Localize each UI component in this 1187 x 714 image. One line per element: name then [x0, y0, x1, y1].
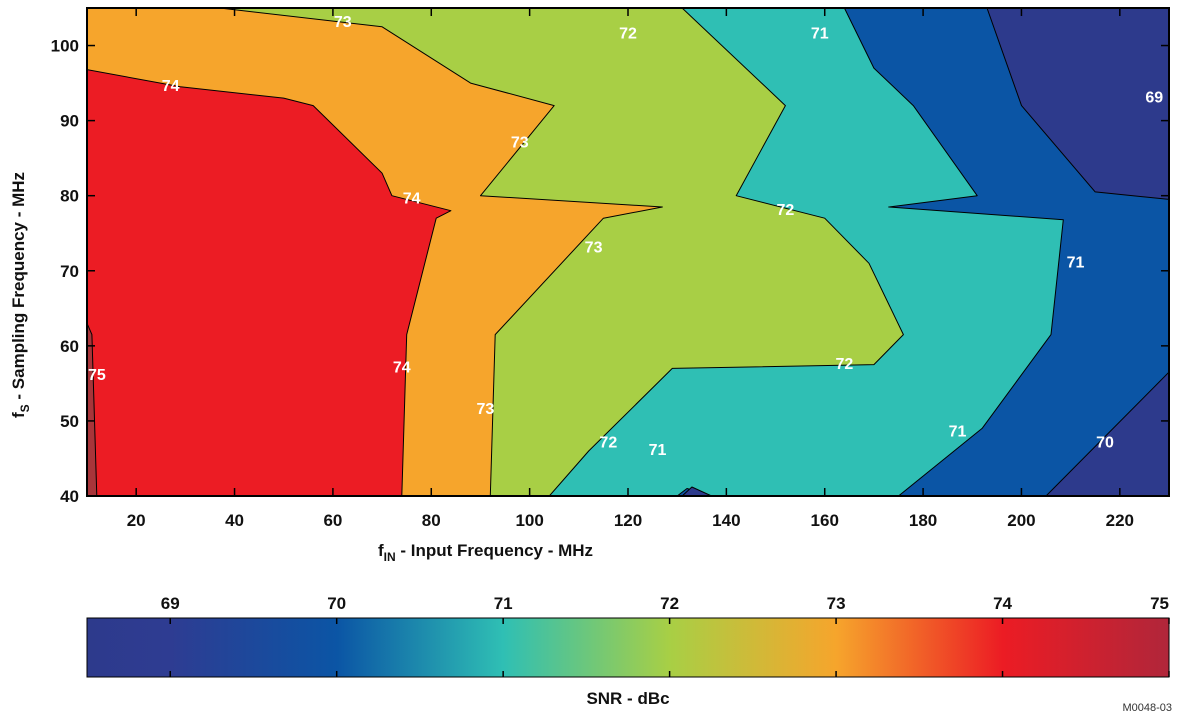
x-tick-label: 220: [1106, 511, 1134, 530]
x-tick-label: 120: [614, 511, 642, 530]
contour-label: 72: [619, 25, 637, 42]
contour-label: 73: [334, 14, 352, 31]
colorbar-tick-label: 72: [660, 594, 679, 613]
contour-label: 74: [403, 191, 421, 208]
x-axis-ticks: 20 40 60 80 100 120 140 160 180 200 220: [127, 8, 1134, 530]
contour-label: 71: [649, 442, 667, 459]
colorbar-tick-label: 69: [161, 594, 180, 613]
contour-label: 73: [476, 401, 494, 418]
contour-label: 74: [393, 360, 411, 377]
contour-labels: 73 74 72 71 69 73 74 72 73 71 75 74 72 73 71 70 72 71: [88, 14, 1163, 459]
x-tick-label: 80: [422, 511, 441, 530]
contour-label: 72: [836, 356, 854, 373]
contour-label: 71: [1067, 254, 1085, 271]
colorbar-tick-label: 73: [827, 594, 846, 613]
contour-label: 72: [599, 435, 617, 452]
contour-label: 73: [511, 134, 529, 151]
y-tick-label: 100: [51, 37, 79, 56]
y-tick-label: 90: [60, 112, 79, 131]
colorbar-tick-label: 75: [1150, 594, 1169, 613]
colorbar-ticks: 69 70 71 72 73 74 75: [161, 594, 1170, 677]
colorbar-tick-label: 70: [327, 594, 346, 613]
y-axis-title: fS - Sampling Frequency - MHz: [9, 172, 32, 418]
colorbar-label: SNR - dBc: [586, 689, 669, 708]
colorbar-tick-label: 74: [993, 594, 1012, 613]
x-tick-label: 100: [515, 511, 543, 530]
contour-label: 70: [1096, 435, 1114, 452]
x-tick-label: 60: [323, 511, 342, 530]
contour-region-74: [87, 69, 452, 496]
figure-id: M0048-03: [1122, 702, 1172, 714]
y-tick-label: 80: [60, 187, 79, 206]
x-tick-label: 20: [127, 511, 146, 530]
x-tick-label: 40: [225, 511, 244, 530]
contour-region-69: [681, 486, 713, 496]
contour-label: 75: [88, 367, 106, 384]
contour-label: 71: [811, 25, 829, 42]
x-tick-label: 160: [811, 511, 839, 530]
y-tick-label: 40: [60, 487, 79, 506]
x-tick-label: 180: [909, 511, 937, 530]
x-tick-label: 200: [1007, 511, 1035, 530]
y-tick-label: 50: [60, 412, 79, 431]
y-tick-label: 70: [60, 262, 79, 281]
colorbar-tick-label: 71: [494, 594, 513, 613]
contour-region-75: [87, 322, 98, 496]
y-tick-label: 60: [60, 337, 79, 356]
colorbar: [86, 617, 1170, 678]
contour-regions: [87, 8, 1169, 496]
contour-label: 72: [776, 202, 794, 219]
contour-label: 74: [162, 78, 180, 95]
x-axis-title: fIN - Input Frequency - MHz: [378, 541, 593, 564]
contour-label: 71: [949, 423, 967, 440]
y-axis-ticks: 40 50 60 70 80 90 100: [51, 37, 1169, 506]
x-tick-label: 140: [712, 511, 740, 530]
contour-label: 69: [1145, 89, 1163, 106]
contour-label: 73: [585, 239, 603, 256]
